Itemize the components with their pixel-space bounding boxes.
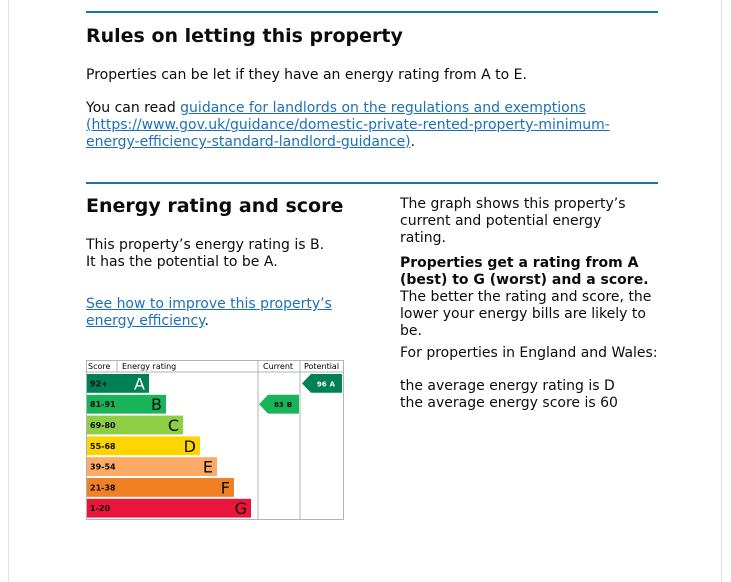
band-bar xyxy=(87,457,217,476)
text: . xyxy=(410,134,416,150)
potential-score: 96 xyxy=(317,380,327,388)
band-letter: B xyxy=(151,395,162,414)
content-frame xyxy=(8,0,722,582)
current-rating: B xyxy=(287,401,292,409)
band-letter: D xyxy=(184,437,196,456)
band-range: 21-38 xyxy=(90,483,116,492)
column-header: Energy rating xyxy=(122,362,176,371)
text: The better the rating and score, the low… xyxy=(400,289,652,339)
guidance-paragraph: You can read guidance for landlords on t… xyxy=(86,100,616,151)
paragraph: The graph shows this property’s current … xyxy=(400,196,626,246)
improve-link[interactable]: See how to improve this property’s energ… xyxy=(86,296,332,329)
band-bar xyxy=(87,436,200,456)
current-score: 83 xyxy=(274,401,284,409)
band-letter: G xyxy=(235,499,247,518)
column-header: Score xyxy=(88,362,110,371)
band-bar xyxy=(87,498,251,518)
column-header: Current xyxy=(263,362,293,371)
text: You can read xyxy=(86,100,181,116)
paragraph: For properties in England and Wales: xyxy=(400,345,658,361)
band-bar xyxy=(87,394,166,414)
divider xyxy=(86,11,658,13)
paragraph: the average energy rating is D xyxy=(400,378,615,394)
column-header: Potential xyxy=(304,362,339,371)
rating-paragraph: Properties get a rating from A (best) to… xyxy=(400,255,655,340)
section-title: Energy rating and score xyxy=(86,195,344,217)
band-range: 39-54 xyxy=(90,463,116,472)
band-range: 92+ xyxy=(90,379,108,388)
band-range: 69-80 xyxy=(90,421,116,430)
chart-border xyxy=(86,360,344,520)
band-range: 55-68 xyxy=(90,442,116,451)
energy-chart: Score Energy rating Current Potential 92+ A 81… xyxy=(86,360,344,520)
bold-text: Properties get a rating from A (best) to… xyxy=(400,255,649,288)
text: . xyxy=(204,313,209,329)
band-bar xyxy=(87,415,183,435)
paragraph: the average energy score is 60 xyxy=(400,395,618,411)
current-arrow xyxy=(259,394,299,414)
current-label: 83 B xyxy=(274,401,292,409)
guidance-link[interactable]: guidance for landlords on the regulation… xyxy=(180,100,586,116)
band-letter: A xyxy=(134,374,145,393)
band-bar xyxy=(87,478,234,497)
section-title: Rules on letting this property xyxy=(86,25,403,47)
band-letter: C xyxy=(168,416,179,435)
band-letter: F xyxy=(221,478,230,497)
guidance-url[interactable]: (https://www.gov.uk/guidance/domestic-pr… xyxy=(86,117,610,150)
paragraph: This property’s energy rating is B. It h… xyxy=(86,237,325,270)
paragraph: Properties can be let if they have an en… xyxy=(86,67,527,83)
potential-arrow xyxy=(302,374,342,393)
band-range: 81-91 xyxy=(90,400,116,409)
improve-paragraph: See how to improve this property’s energ… xyxy=(86,296,336,330)
band-bar xyxy=(87,374,149,393)
divider xyxy=(86,182,658,184)
band-letter: E xyxy=(203,458,213,477)
potential-rating: A xyxy=(330,380,336,388)
band-range: 1-20 xyxy=(90,504,110,513)
potential-label: 96 A xyxy=(317,380,336,388)
